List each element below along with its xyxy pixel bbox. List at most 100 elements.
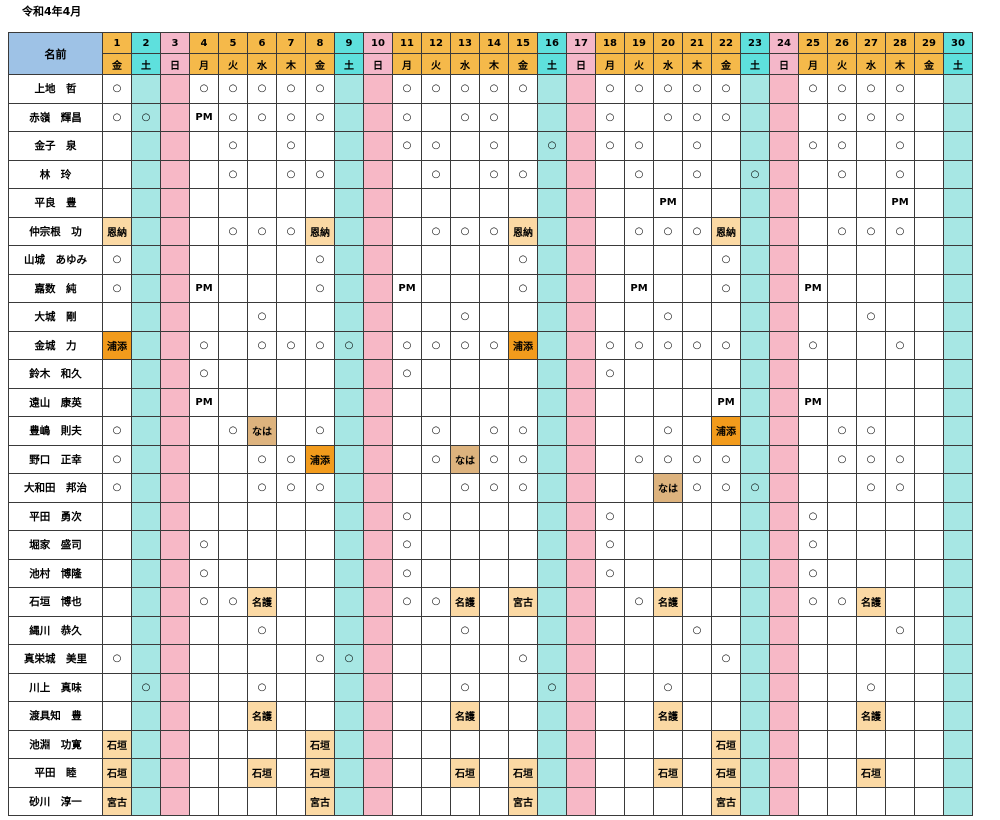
schedule-empty-cell[interactable] — [856, 501, 886, 531]
schedule-empty-cell[interactable] — [363, 216, 393, 246]
schedule-empty-cell[interactable] — [421, 758, 451, 788]
schedule-cell[interactable]: ○ — [450, 102, 480, 132]
schedule-empty-cell[interactable] — [769, 216, 799, 246]
schedule-empty-cell[interactable] — [798, 444, 828, 474]
schedule-empty-cell[interactable] — [537, 701, 567, 731]
schedule-empty-cell[interactable] — [421, 786, 451, 816]
schedule-empty-cell[interactable] — [189, 758, 219, 788]
schedule-empty-cell[interactable] — [740, 672, 770, 702]
schedule-empty-cell[interactable] — [740, 758, 770, 788]
schedule-empty-cell[interactable] — [131, 701, 161, 731]
schedule-empty-cell[interactable] — [856, 188, 886, 218]
schedule-empty-cell[interactable] — [508, 729, 538, 759]
schedule-event-cell[interactable]: 石垣 — [450, 758, 480, 788]
schedule-empty-cell[interactable] — [450, 131, 480, 161]
schedule-empty-cell[interactable] — [189, 786, 219, 816]
schedule-cell[interactable]: ○ — [537, 131, 567, 161]
schedule-empty-cell[interactable] — [595, 159, 625, 189]
schedule-cell[interactable]: ○ — [450, 330, 480, 360]
schedule-cell[interactable]: ○ — [305, 74, 335, 104]
schedule-empty-cell[interactable] — [566, 672, 596, 702]
schedule-cell[interactable]: ○ — [392, 530, 422, 560]
schedule-empty-cell[interactable] — [160, 672, 190, 702]
schedule-empty-cell[interactable] — [537, 330, 567, 360]
schedule-cell[interactable]: ○ — [276, 102, 306, 132]
schedule-cell[interactable]: ○ — [189, 74, 219, 104]
schedule-empty-cell[interactable] — [827, 558, 857, 588]
schedule-cell[interactable]: ○ — [885, 330, 915, 360]
schedule-empty-cell[interactable] — [479, 701, 509, 731]
schedule-empty-cell[interactable] — [421, 501, 451, 531]
schedule-empty-cell[interactable] — [740, 587, 770, 617]
schedule-empty-cell[interactable] — [131, 387, 161, 417]
schedule-empty-cell[interactable] — [943, 473, 973, 503]
schedule-event-cell[interactable]: 宮古 — [711, 786, 741, 816]
schedule-empty-cell[interactable] — [392, 444, 422, 474]
schedule-empty-cell[interactable] — [798, 758, 828, 788]
schedule-empty-cell[interactable] — [595, 216, 625, 246]
schedule-empty-cell[interactable] — [131, 729, 161, 759]
schedule-empty-cell[interactable] — [450, 273, 480, 303]
schedule-empty-cell[interactable] — [682, 273, 712, 303]
schedule-cell[interactable]: ○ — [508, 444, 538, 474]
schedule-empty-cell[interactable] — [305, 131, 335, 161]
schedule-empty-cell[interactable] — [218, 530, 248, 560]
schedule-empty-cell[interactable] — [798, 102, 828, 132]
schedule-empty-cell[interactable] — [914, 387, 944, 417]
schedule-cell[interactable]: ○ — [479, 330, 509, 360]
schedule-empty-cell[interactable] — [885, 387, 915, 417]
schedule-empty-cell[interactable] — [943, 758, 973, 788]
schedule-empty-cell[interactable] — [566, 615, 596, 645]
schedule-empty-cell[interactable] — [276, 615, 306, 645]
schedule-empty-cell[interactable] — [363, 245, 393, 275]
schedule-empty-cell[interactable] — [798, 416, 828, 446]
schedule-cell[interactable]: ○ — [827, 74, 857, 104]
schedule-empty-cell[interactable] — [131, 188, 161, 218]
schedule-empty-cell[interactable] — [798, 245, 828, 275]
schedule-empty-cell[interactable] — [682, 416, 712, 446]
schedule-empty-cell[interactable] — [711, 188, 741, 218]
schedule-cell[interactable]: ○ — [798, 558, 828, 588]
schedule-empty-cell[interactable] — [769, 701, 799, 731]
schedule-empty-cell[interactable] — [856, 131, 886, 161]
schedule-empty-cell[interactable] — [450, 729, 480, 759]
schedule-empty-cell[interactable] — [102, 501, 132, 531]
schedule-empty-cell[interactable] — [305, 672, 335, 702]
schedule-cell[interactable]: ○ — [421, 159, 451, 189]
schedule-empty-cell[interactable] — [131, 558, 161, 588]
schedule-empty-cell[interactable] — [131, 530, 161, 560]
schedule-empty-cell[interactable] — [479, 758, 509, 788]
schedule-empty-cell[interactable] — [914, 444, 944, 474]
schedule-empty-cell[interactable] — [450, 159, 480, 189]
schedule-empty-cell[interactable] — [479, 558, 509, 588]
schedule-empty-cell[interactable] — [943, 644, 973, 674]
schedule-empty-cell[interactable] — [305, 302, 335, 332]
schedule-empty-cell[interactable] — [769, 530, 799, 560]
schedule-cell[interactable]: ○ — [102, 74, 132, 104]
schedule-empty-cell[interactable] — [334, 758, 364, 788]
schedule-empty-cell[interactable] — [131, 587, 161, 617]
schedule-empty-cell[interactable] — [595, 416, 625, 446]
schedule-empty-cell[interactable] — [885, 530, 915, 560]
schedule-empty-cell[interactable] — [885, 644, 915, 674]
schedule-cell[interactable]: ○ — [682, 330, 712, 360]
schedule-empty-cell[interactable] — [363, 786, 393, 816]
schedule-cell[interactable]: ○ — [827, 102, 857, 132]
schedule-empty-cell[interactable] — [566, 302, 596, 332]
schedule-empty-cell[interactable] — [653, 273, 683, 303]
schedule-empty-cell[interactable] — [363, 131, 393, 161]
schedule-cell[interactable]: PM — [798, 387, 828, 417]
schedule-empty-cell[interactable] — [218, 786, 248, 816]
schedule-empty-cell[interactable] — [827, 359, 857, 389]
schedule-cell[interactable]: ○ — [827, 159, 857, 189]
schedule-empty-cell[interactable] — [247, 729, 277, 759]
schedule-event-cell[interactable]: 石垣 — [102, 758, 132, 788]
schedule-empty-cell[interactable] — [218, 330, 248, 360]
schedule-empty-cell[interactable] — [711, 701, 741, 731]
schedule-empty-cell[interactable] — [537, 587, 567, 617]
schedule-empty-cell[interactable] — [914, 615, 944, 645]
schedule-cell[interactable]: ○ — [189, 530, 219, 560]
schedule-empty-cell[interactable] — [508, 359, 538, 389]
schedule-empty-cell[interactable] — [131, 615, 161, 645]
schedule-empty-cell[interactable] — [740, 530, 770, 560]
